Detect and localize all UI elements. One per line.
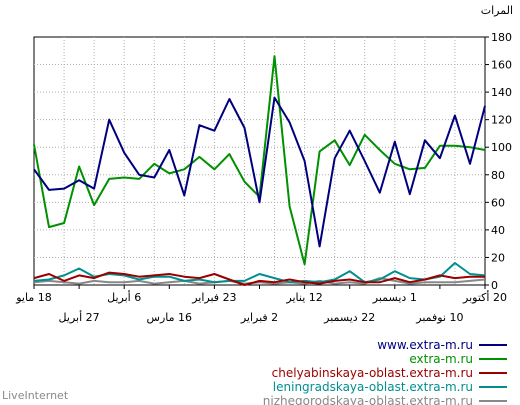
x-tick-label-top: 20 أكتوبر	[462, 290, 507, 304]
series-line-3	[33, 271, 485, 286]
y-tick-label: 20	[491, 251, 505, 264]
legend-label-2: extra-m.ru	[409, 352, 473, 366]
legend-label-5: nizhegorodskaya-oblast.extra-m.ru	[263, 394, 473, 405]
y-tick-label: 180	[491, 31, 512, 44]
y-axis-label: المرات	[481, 4, 513, 17]
y-tick-label: 160	[491, 59, 512, 72]
x-tick-label-top: 23 فبراير	[191, 291, 236, 304]
y-tick-label: 40	[491, 224, 505, 237]
plot-area	[33, 36, 486, 286]
y-axis: 0 20 40 60 80 100 120 140 160 180	[485, 31, 512, 292]
x-tick-label-bottom: 10 نوفمبر	[415, 311, 463, 324]
legend-label-1: www.extra-m.ru	[377, 338, 473, 352]
x-tick-label-bottom: 27 أبريل	[59, 310, 100, 324]
x-tick-label-top: 12 يناير	[285, 291, 322, 304]
legend-label-3: chelyabinskaya-oblast.extra-m.ru	[272, 366, 473, 380]
x-tick-label-bottom: 16 مارس	[147, 311, 192, 324]
y-tick-label: 0	[491, 279, 498, 292]
x-axis: 20 أكتوبر 1 ديسمبر 12 يناير 23 فبراير 6 أبري…	[15, 285, 507, 324]
y-tick-label: 120	[491, 114, 512, 127]
legend: www.extra-m.ruextra-m.ruchelyabinskaya-o…	[263, 338, 507, 405]
x-tick-label-bottom: 22 ديسمبر	[323, 311, 375, 324]
series-line-5	[33, 277, 486, 285]
y-tick-label: 80	[491, 169, 505, 182]
watermark: LiveInternet	[2, 389, 69, 402]
x-tick-label-bottom: 2 فبراير	[240, 311, 278, 324]
series-line-4	[33, 262, 486, 284]
y-tick-label: 100	[491, 141, 512, 154]
y-tick-label: 140	[491, 86, 512, 99]
y-tick-label: 60	[491, 196, 505, 209]
legend-label-4: leningradskaya-oblast.extra-m.ru	[273, 380, 473, 394]
x-tick-label-top: 18 مايو	[15, 291, 51, 304]
x-tick-label-top: 6 أبريل	[107, 290, 141, 304]
series-line-1	[33, 96, 486, 248]
x-tick-label-top: 1 ديسمبر	[372, 291, 417, 304]
series-group	[33, 55, 486, 286]
